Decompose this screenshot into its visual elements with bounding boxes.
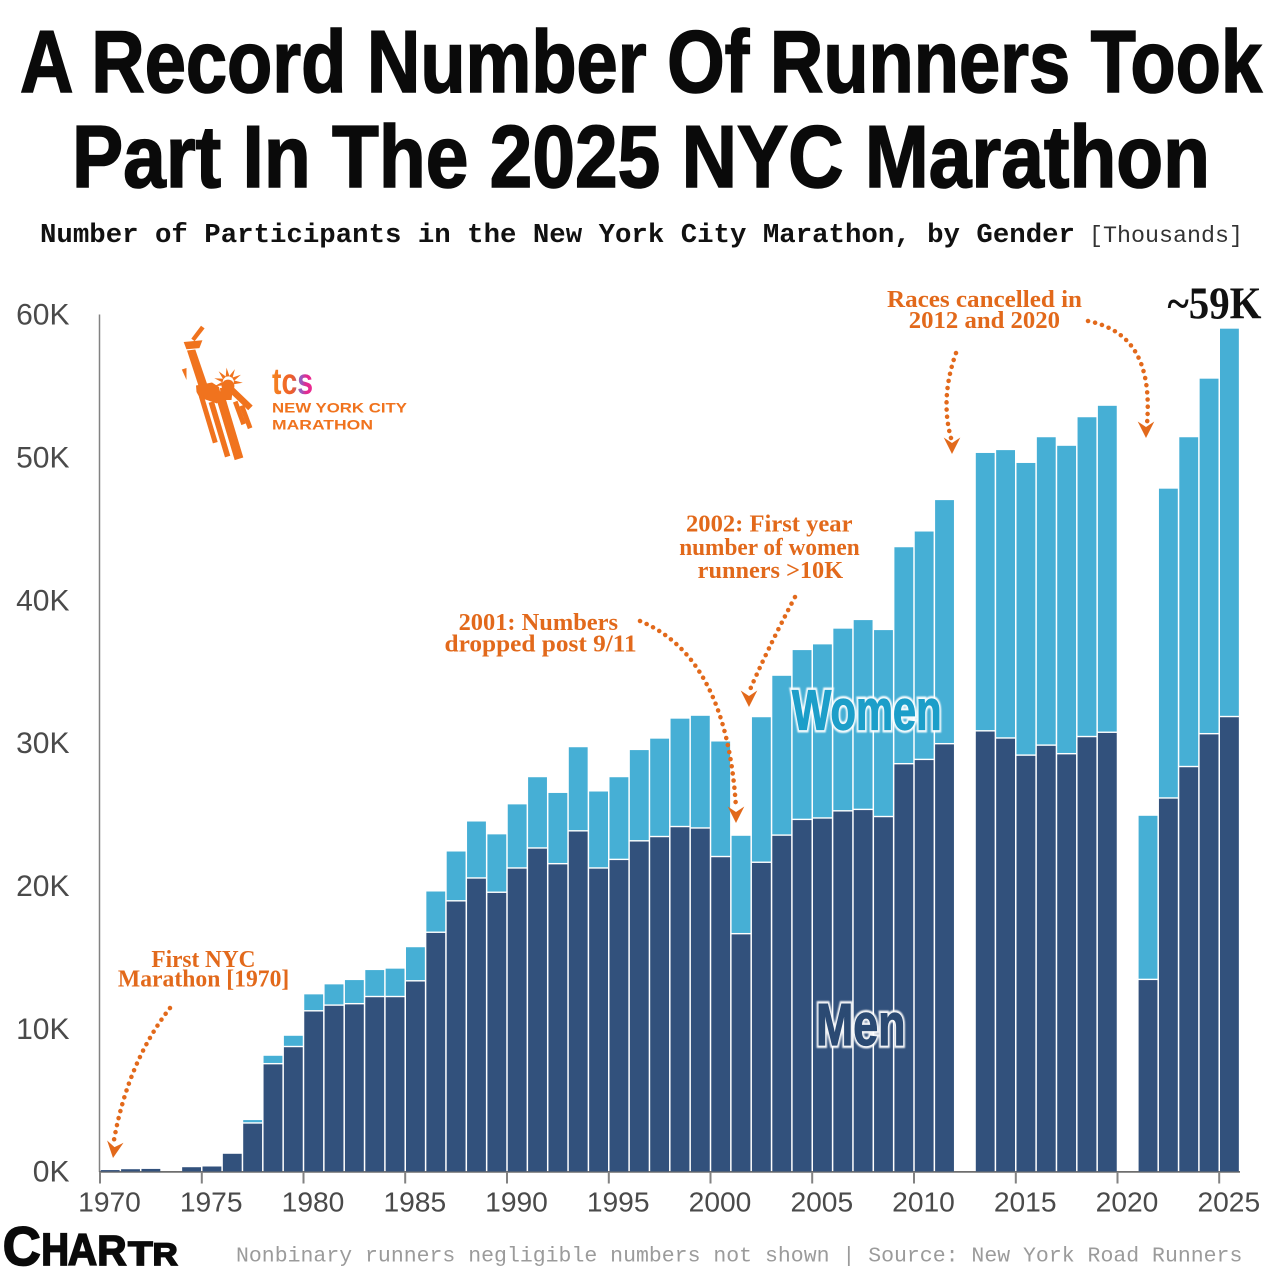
svg-text:Races cancelled in: Races cancelled in [887, 287, 1082, 313]
svg-text:runners >10K: runners >10K [698, 558, 844, 584]
svg-text:2001: Numbers: 2001: Numbers [459, 610, 618, 636]
svg-text:A Record Number Of Runners Too: A Record Number Of Runners Took [20, 12, 1263, 111]
svg-text:Part In The 2025 NYC Marathon: Part In The 2025 NYC Marathon [72, 107, 1210, 206]
svg-text:Men: Men [816, 992, 906, 1058]
svg-text:First NYC: First NYC [151, 947, 255, 973]
svg-text:Marathon [1970]: Marathon [1970] [118, 967, 289, 993]
svg-text:1970: 1970 [78, 1185, 141, 1217]
svg-text:C: C [3, 1215, 41, 1275]
svg-text:60K: 60K [16, 299, 69, 332]
svg-text:2025: 2025 [1197, 1185, 1260, 1217]
svg-text:1975: 1975 [180, 1185, 243, 1217]
svg-text:20K: 20K [16, 870, 69, 903]
svg-text:Women: Women [792, 679, 942, 743]
svg-text:2015: 2015 [994, 1185, 1057, 1217]
svg-text:number of women: number of women [679, 535, 860, 561]
svg-text:2012 and 2020: 2012 and 2020 [909, 308, 1060, 334]
svg-text:1980: 1980 [282, 1185, 345, 1217]
svg-text:2010: 2010 [892, 1185, 955, 1217]
svg-text:NEW YORK CITY: NEW YORK CITY [272, 401, 407, 416]
svg-text:MARATHON: MARATHON [272, 418, 373, 433]
svg-text:A: A [68, 1226, 97, 1275]
svg-text:R: R [97, 1227, 126, 1274]
svg-text:Men: Men [816, 992, 906, 1058]
svg-text:Women: Women [792, 679, 942, 743]
svg-text:2002: First year: 2002: First year [686, 512, 853, 538]
svg-text:[Thousands]: [Thousands] [1089, 223, 1243, 249]
svg-text:40K: 40K [16, 584, 69, 617]
svg-text:2005: 2005 [790, 1185, 853, 1217]
svg-text:R: R [153, 1236, 178, 1272]
svg-text:1995: 1995 [587, 1185, 650, 1217]
svg-text:2020: 2020 [1096, 1185, 1159, 1217]
svg-text:~59K: ~59K [1168, 279, 1262, 329]
svg-text:30K: 30K [16, 727, 69, 760]
svg-text:H: H [41, 1224, 69, 1275]
svg-text:50K: 50K [16, 442, 69, 475]
svg-text:T: T [128, 1236, 153, 1273]
svg-text:10K: 10K [16, 1013, 69, 1046]
svg-text:tcs: tcs [272, 361, 313, 402]
svg-text:Number of Participants in the: Number of Participants in the New York C… [40, 221, 1075, 251]
svg-text:Nonbinary runners negligible n: Nonbinary runners negligible numbers not… [236, 1245, 1242, 1269]
svg-text:2000: 2000 [689, 1185, 752, 1217]
svg-text:dropped post 9/11: dropped post 9/11 [445, 632, 637, 658]
svg-text:0K: 0K [33, 1156, 70, 1189]
svg-text:1985: 1985 [383, 1185, 446, 1217]
svg-text:1990: 1990 [485, 1185, 548, 1217]
